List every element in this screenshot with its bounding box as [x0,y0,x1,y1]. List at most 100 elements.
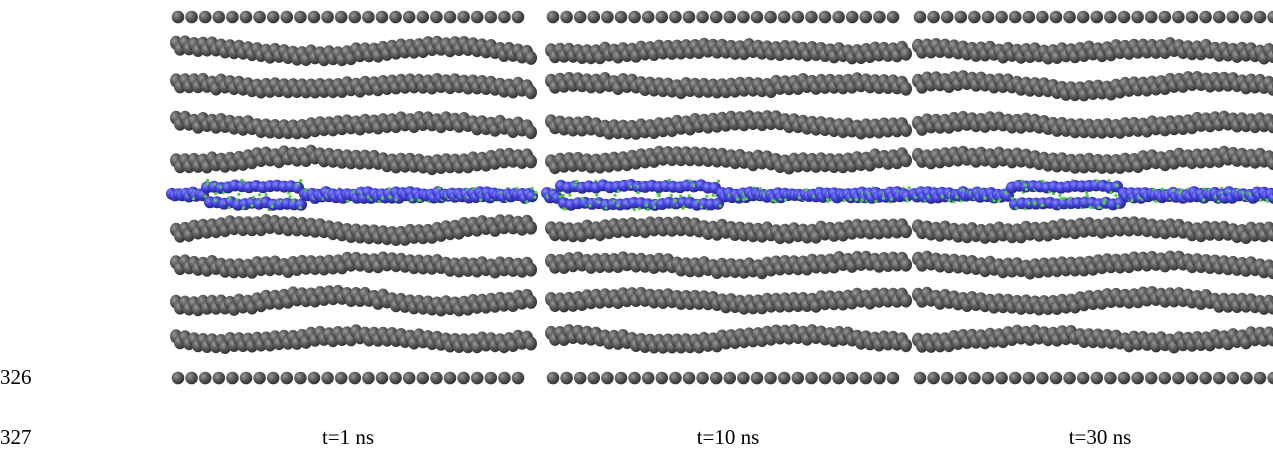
atom [253,371,266,385]
water [1088,205,1093,209]
atom [511,371,525,385]
water [1241,191,1245,195]
water [530,186,534,190]
atom [832,371,845,385]
atom [389,371,402,385]
water [1217,199,1221,203]
water [252,195,256,199]
atom [334,10,348,24]
atom [750,371,764,385]
water [380,196,385,200]
atom [443,10,457,24]
atom [628,10,641,24]
water [580,196,585,200]
water [387,187,392,191]
atom [696,371,709,385]
atom [525,50,537,65]
atom [484,10,498,24]
water [1259,198,1263,202]
panel-caption: t=10 ns [697,425,760,449]
water [907,186,911,190]
atom [280,10,294,24]
snapshots [166,10,1273,385]
atom [954,10,968,24]
atom [1267,332,1273,347]
atom [968,371,981,385]
atom [764,371,777,385]
atom [805,371,818,385]
water [296,182,300,186]
water [346,199,350,203]
water [1103,198,1107,202]
atom [266,371,280,385]
water [1085,191,1089,195]
atom [1117,371,1131,385]
water [203,194,207,198]
water [250,204,254,208]
atom [1185,371,1199,385]
atom [1253,371,1267,385]
atom [307,10,321,24]
atom [682,371,696,385]
water [1024,187,1029,191]
water [727,193,731,197]
water [1058,193,1062,197]
atom [873,371,886,385]
atom [601,10,614,24]
water [826,197,830,201]
atom [1240,10,1253,24]
water [653,205,657,209]
water [1130,198,1134,203]
atom [307,371,321,385]
water [1041,179,1045,183]
atom [1036,371,1049,385]
atom [226,10,239,24]
water [718,204,722,208]
atom [1185,10,1199,24]
water [667,178,672,182]
water [636,191,640,195]
atom [777,10,791,24]
water [1102,201,1106,205]
atom [900,224,912,239]
atom [171,10,185,24]
atom [362,371,375,385]
water [645,203,649,207]
water [235,197,239,201]
atom [1158,10,1172,24]
water [604,206,608,210]
water [291,198,295,203]
atom [573,10,587,24]
water [437,186,441,190]
water [525,200,529,204]
water [771,198,775,202]
atom [669,371,682,385]
water [1116,204,1120,208]
water [1085,194,1089,198]
atom [900,153,912,168]
atom [1158,371,1172,385]
atom [1267,371,1273,385]
atom [791,10,805,24]
water [940,194,944,199]
atom [777,371,791,385]
atom [587,10,601,24]
atom [525,85,537,100]
water [588,204,592,208]
atom [1144,10,1158,24]
atom [981,10,995,24]
atom [696,10,709,24]
water [742,197,746,202]
atom [1131,10,1144,24]
atom [913,10,927,24]
water [558,195,562,199]
water [237,192,241,196]
atom [628,371,641,385]
atom [845,10,859,24]
atom [525,220,537,235]
water [1248,192,1252,196]
atom [1267,265,1273,280]
atom [185,10,198,24]
atom [805,10,818,24]
atom [1036,10,1049,24]
